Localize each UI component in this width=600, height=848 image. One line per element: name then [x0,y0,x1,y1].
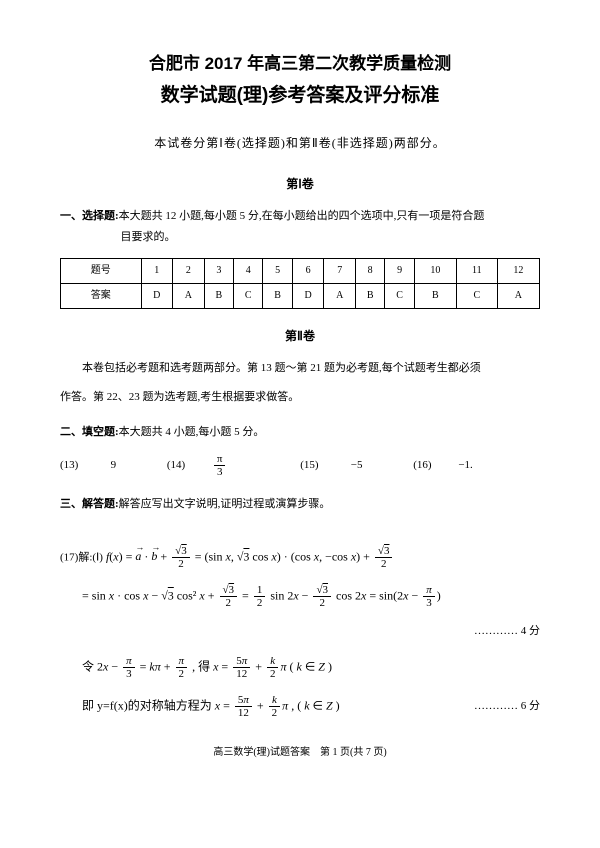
table-header: 题号 [61,258,142,283]
table-cell: C [456,283,497,308]
table-cell: 5 [263,258,292,283]
q17-label: (17)解:(Ⅰ) [60,551,103,563]
table-cell: A [324,283,356,308]
table-cell: 1 [141,258,173,283]
table-cell: 7 [324,258,356,283]
table-header: 答案 [61,283,142,308]
volume-2-intro-1: 本卷包括必考题和选考题两部分。第 13 题～第 21 题为必考题,每个试题考生都… [60,358,540,379]
q16: (16) −1. [413,459,497,471]
section-3-text: 解答应写出文字说明,证明过程或演算步骤。 [119,498,331,510]
table-cell: 2 [173,258,205,283]
q17-line4: 即 y=f(x)的对称轴方程为 x = 5π12 + k2π , ( k ∈ Z… [82,694,540,719]
table-cell: D [141,283,173,308]
table-cell: B [263,283,292,308]
section-1-head: 一、选择题:本大题共 12 小题,每小题 5 分,在每小题给出的四个选项中,只有… [60,206,540,248]
table-cell: 6 [292,258,324,283]
score-mark-2: ………… 6 分 [474,698,540,716]
table-cell: A [497,283,539,308]
q14-den: 3 [214,466,226,478]
sub-heading: 本试卷分第Ⅰ卷(选择题)和第Ⅱ卷(非选择题)两部分。 [60,134,540,153]
table-cell: 9 [385,258,414,283]
q17-line1: (17)解:(Ⅰ) f(x) = a · b + √32 = (sin x, √… [60,545,540,570]
q14: (14) π3 [167,459,276,471]
section-3-bold: 三、解答题: [60,498,119,510]
page-title-2: 数学试题(理)参考答案及评分标准 [60,81,540,111]
table-cell: 12 [497,258,539,283]
q13: (13) 9 [60,459,143,471]
table-row: 题号 1 2 3 4 5 6 7 8 9 10 11 12 [61,258,540,283]
table-cell: B [204,283,233,308]
q13-label: (13) [60,459,78,471]
q14-frac: π3 [214,453,250,478]
table-cell: A [173,283,205,308]
table-cell: 4 [234,258,263,283]
page-footer: 高三数学(理)试题答案 第 1 页(共 7 页) [60,745,540,761]
volume-1-label: 第Ⅰ卷 [60,175,540,194]
answer-table: 题号 1 2 3 4 5 6 7 8 9 10 11 12 答案 D A B C… [60,258,540,309]
q14-label: (14) [167,459,185,471]
q16-label: (16) [413,459,431,471]
q17-line2: = sin x · cos x − √3 cos² x + √32 = 12 s… [82,584,540,609]
section-2-bold: 二、填空题: [60,426,119,438]
volume-2-intro-2: 作答。第 22、23 题为选考题,考生根据要求做答。 [60,387,540,408]
table-cell: C [234,283,263,308]
table-cell: 11 [456,258,497,283]
table-cell: B [355,283,384,308]
section-1-text: 本大题共 12 小题,每小题 5 分,在每小题给出的四个选项中,只有一项是符合题 [119,210,485,222]
q15: (15) −5 [300,459,389,471]
q15-value: −5 [351,459,363,471]
table-cell: C [385,283,414,308]
q16-value: −1. [458,459,472,471]
table-cell: 8 [355,258,384,283]
fill-blank-row: (13) 9 (14) π3 (15) −5 (16) −1. [60,453,540,478]
q13-value: 9 [111,459,117,471]
q14-num: π [214,453,226,466]
section-2-head: 二、填空题:本大题共 4 小题,每小题 5 分。 [60,422,540,443]
table-cell: 3 [204,258,233,283]
volume-2-label: 第Ⅱ卷 [60,327,540,346]
section-3-head: 三、解答题:解答应写出文字说明,证明过程或演算步骤。 [60,494,540,515]
score-mark-1: ………… 4 分 [60,623,540,641]
page-title-1: 合肥市 2017 年高三第二次教学质量检测 [60,50,540,77]
q17-line3: 令 2x − π3 = kπ + π2 , 得 x = 5π12 + k2π (… [82,655,540,680]
section-1-text-2: 目要求的。 [60,227,540,248]
table-cell: B [414,283,456,308]
section-2-text: 本大题共 4 小题,每小题 5 分。 [119,426,265,438]
section-1-bold: 一、选择题: [60,210,119,222]
table-row: 答案 D A B C B D A B C B C A [61,283,540,308]
q15-label: (15) [300,459,318,471]
table-cell: 10 [414,258,456,283]
table-cell: D [292,283,324,308]
